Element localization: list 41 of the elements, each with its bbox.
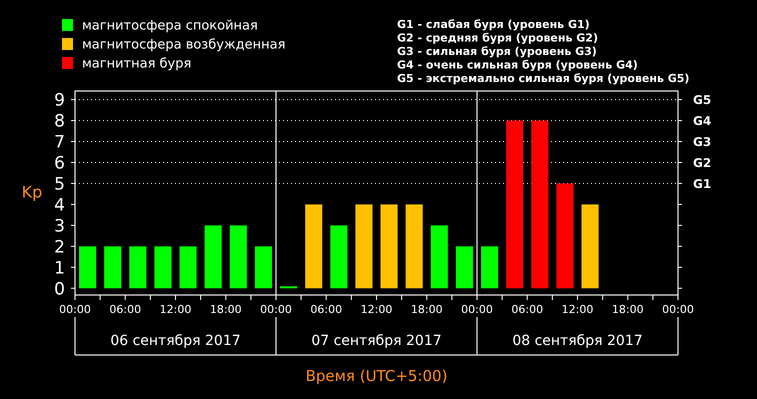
y-tick-label: 1 [54,258,65,278]
x-axis-title: Время (UTC+5:00) [306,367,448,385]
x-tick-label: 06:00 [109,303,142,316]
ref-line-label: G4 [693,114,712,128]
x-tick-label: 12:00 [160,303,192,316]
x-tick-label: 12:00 [360,303,392,316]
y-tick-label: 7 [54,132,65,153]
text: G4 - очень сильная буря (уровень G4) [397,58,638,72]
y-tick-label: 0 [54,279,65,300]
x-tick-label: 00:00 [662,303,694,316]
x-tick-label: 00:00 [59,303,91,316]
y-tick-label: 3 [54,216,65,237]
legend-label: магнитосфера спокойная [82,18,258,34]
x-tick-label: 18:00 [210,303,242,316]
ref-line-label: G1 [693,176,712,191]
x-tick-label: 00:00 [461,303,493,316]
x-tick-label: 06:00 [310,303,342,316]
text: G5 - экстремально сильная буря (уровень G5) [397,72,690,85]
text: G1 - слабая буря (уровень G1) [397,18,590,31]
x-tick-label: 18:00 [410,303,443,316]
text: 08 сентября 2017 [512,333,643,349]
y-axis-title: Kp [22,182,42,202]
text: G3 - сильная буря (уровень G3) [397,44,597,58]
ref-line-label: G5 [693,92,712,107]
y-tick-label: 8 [54,112,65,132]
legend-label: магнитосфера возбужденная [82,38,286,53]
x-tick-label: 18:00 [612,303,644,316]
y-tick-label: 4 [54,196,65,216]
y-tick-label: 5 [54,174,65,195]
text: 06 сентября 2017 [110,333,241,349]
x-tick-label: 06:00 [511,303,544,316]
y-tick-label: 6 [54,154,65,174]
y-tick-label: 2 [54,237,65,258]
legend-label: магнитная буря [82,56,192,72]
y-tick-label: 9 [54,90,65,111]
text: G2 - средняя буря (уровень G2) [397,31,598,44]
ref-line-label: G2 [693,156,712,170]
text: 07 сентября 2017 [311,333,442,349]
ref-line-label: G3 [693,134,712,149]
x-tick-label: 00:00 [260,303,292,316]
x-tick-label: 12:00 [562,303,594,316]
